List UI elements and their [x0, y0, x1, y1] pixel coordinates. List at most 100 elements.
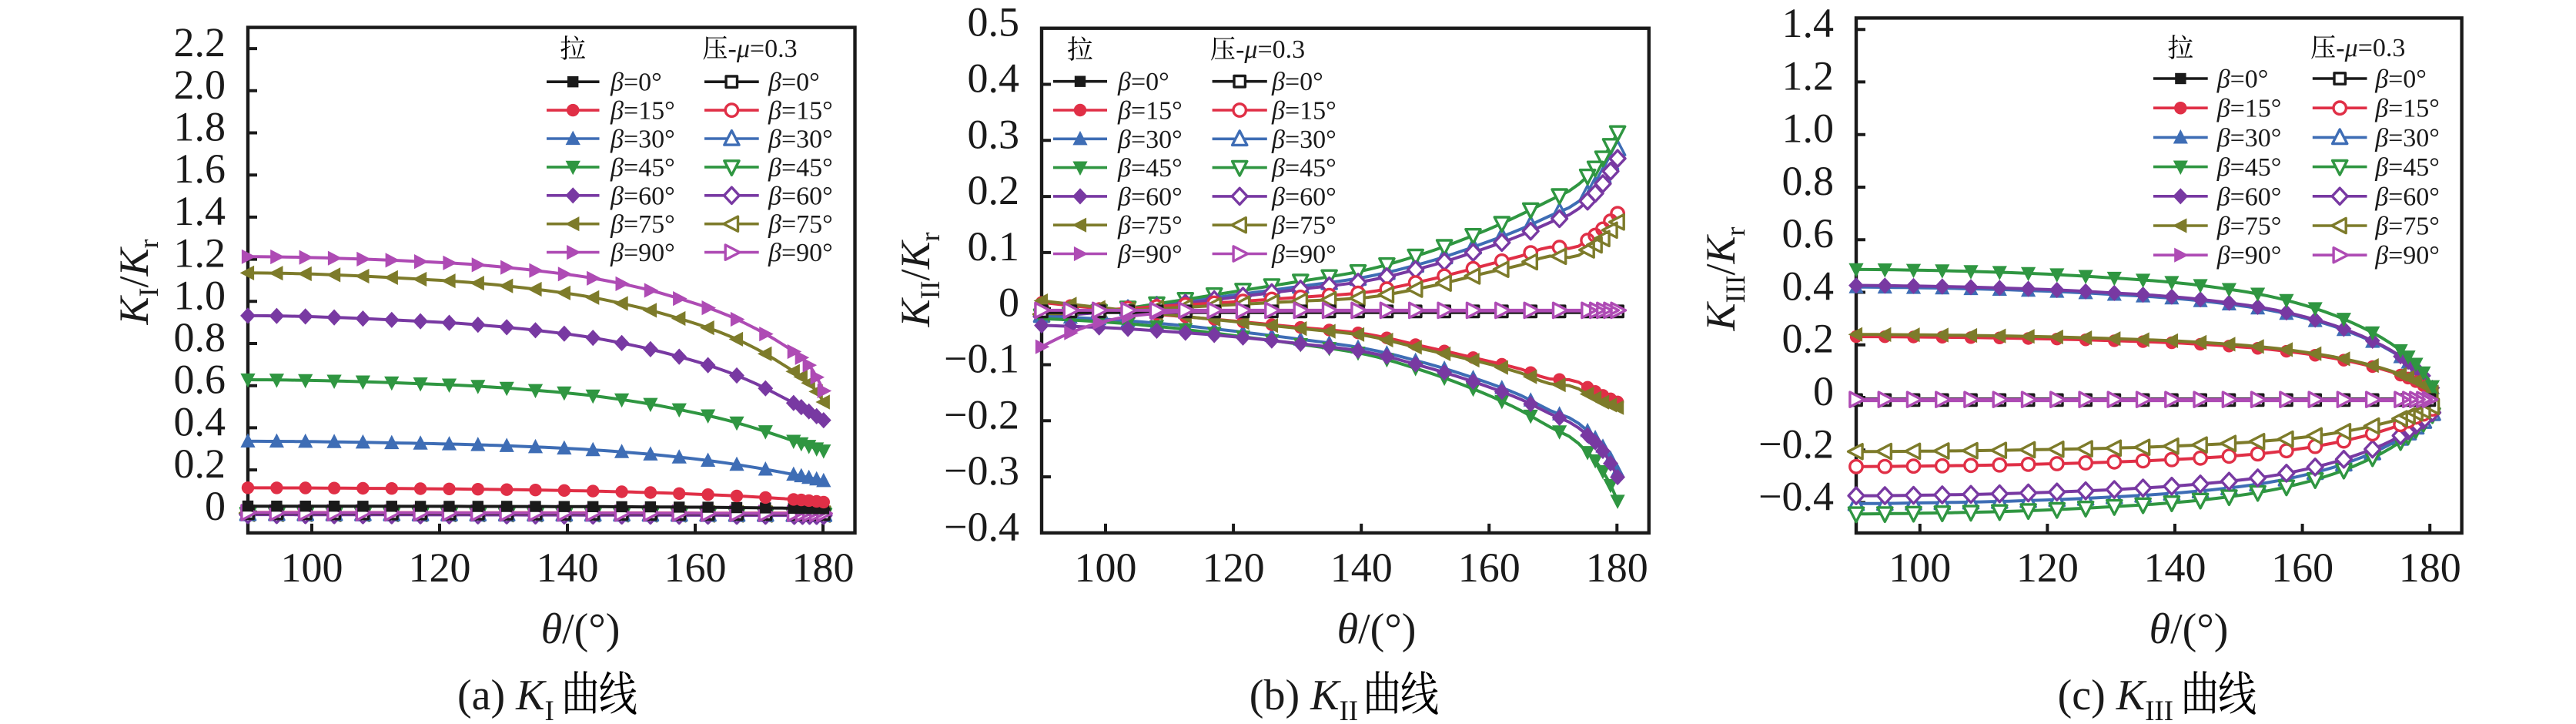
svg-text:0: 0: [1813, 368, 1834, 414]
svg-text:0.5: 0.5: [968, 0, 1020, 45]
svg-text:θ/(°): θ/(°): [1337, 605, 1417, 653]
svg-text:0: 0: [999, 280, 1019, 326]
svg-text:β=15°: β=15°: [2216, 95, 2282, 123]
svg-text:KI/Kr: KI/Kr: [111, 239, 164, 325]
svg-text:0.4: 0.4: [1782, 263, 1835, 310]
svg-text:β=15°: β=15°: [1117, 97, 1183, 126]
svg-text:β=45°: β=45°: [2374, 153, 2440, 182]
svg-text:β=0°: β=0°: [2374, 65, 2427, 94]
svg-text:β=45°: β=45°: [1117, 154, 1183, 183]
svg-text:-μ=0.3: -μ=0.3: [728, 35, 798, 63]
svg-text:β=60°: β=60°: [768, 182, 833, 210]
svg-text:0.2: 0.2: [968, 167, 1020, 213]
svg-text:KIII/Kr: KIII/Kr: [1698, 226, 1751, 331]
svg-text:β=30°: β=30°: [2374, 124, 2440, 153]
svg-text:(a) KI: (a) KI: [457, 672, 554, 724]
svg-text:β=30°: β=30°: [1271, 126, 1337, 154]
svg-text:0.4: 0.4: [968, 55, 1020, 102]
svg-text:−0.4: −0.4: [944, 504, 1019, 550]
svg-text:β=0°: β=0°: [1117, 68, 1169, 96]
svg-text:180: 180: [792, 545, 855, 591]
svg-text:(b) KII: (b) KII: [1250, 672, 1358, 724]
svg-text:θ/(°): θ/(°): [2149, 605, 2229, 653]
svg-text:β=15°: β=15°: [768, 97, 833, 126]
svg-text:0.3: 0.3: [968, 111, 1020, 157]
svg-text:β=15°: β=15°: [610, 97, 675, 126]
svg-text:β=90°: β=90°: [2216, 242, 2282, 270]
svg-text:β=90°: β=90°: [1117, 240, 1183, 269]
svg-text:β=15°: β=15°: [1271, 97, 1337, 126]
svg-text:β=75°: β=75°: [610, 210, 675, 239]
svg-text:1.0: 1.0: [1782, 106, 1835, 152]
svg-text:-μ=0.3: -μ=0.3: [2336, 34, 2405, 62]
svg-text:θ/(°): θ/(°): [541, 605, 621, 653]
svg-text:−0.2: −0.2: [944, 391, 1019, 437]
svg-text:−0.2: −0.2: [1758, 421, 1834, 467]
svg-text:1.0: 1.0: [174, 272, 226, 318]
svg-text:160: 160: [664, 545, 727, 591]
svg-text:β=90°: β=90°: [1271, 240, 1337, 269]
svg-text:140: 140: [1330, 545, 1393, 591]
svg-text:β=60°: β=60°: [1271, 183, 1337, 211]
svg-text:180: 180: [2399, 545, 2461, 591]
svg-text:β=0°: β=0°: [1271, 68, 1323, 96]
svg-text:2.2: 2.2: [174, 19, 226, 65]
svg-text:140: 140: [2144, 545, 2206, 591]
svg-text:β=15°: β=15°: [2374, 95, 2440, 123]
svg-text:100: 100: [281, 545, 343, 591]
svg-text:β=0°: β=0°: [768, 69, 820, 97]
svg-text:β=30°: β=30°: [610, 126, 675, 154]
svg-text:1.4: 1.4: [174, 188, 226, 234]
svg-text:β=60°: β=60°: [1117, 183, 1183, 211]
svg-text:1.8: 1.8: [174, 104, 226, 150]
svg-text:0.8: 0.8: [174, 314, 226, 360]
svg-text:β=30°: β=30°: [2216, 124, 2282, 153]
svg-text:1.2: 1.2: [1782, 52, 1835, 99]
svg-text:β=45°: β=45°: [2216, 153, 2282, 182]
svg-text:β=75°: β=75°: [1117, 212, 1183, 240]
svg-text:−0.4: −0.4: [1758, 474, 1834, 520]
svg-text:KII/Kr: KII/Kr: [892, 232, 945, 327]
svg-text:−0.3: −0.3: [944, 447, 1019, 494]
svg-text:120: 120: [2016, 545, 2079, 591]
svg-text:β=60°: β=60°: [2374, 183, 2440, 211]
svg-text:0.8: 0.8: [1782, 158, 1835, 204]
svg-text:β=45°: β=45°: [1271, 154, 1337, 183]
svg-text:−0.1: −0.1: [944, 336, 1019, 382]
svg-text:100: 100: [1889, 545, 1951, 591]
svg-text:140: 140: [537, 545, 599, 591]
svg-text:β=60°: β=60°: [2216, 183, 2282, 211]
svg-text:180: 180: [1586, 545, 1648, 591]
svg-text:β=90°: β=90°: [2374, 242, 2440, 270]
svg-text:β=75°: β=75°: [1271, 212, 1337, 240]
svg-text:0: 0: [205, 483, 226, 529]
svg-text:β=90°: β=90°: [768, 239, 833, 267]
svg-text:120: 120: [1203, 545, 1265, 591]
svg-text:100: 100: [1075, 545, 1137, 591]
svg-text:0.4: 0.4: [174, 398, 226, 444]
svg-text:1.6: 1.6: [174, 146, 226, 192]
svg-text:β=0°: β=0°: [2216, 65, 2269, 94]
svg-text:β=75°: β=75°: [2374, 213, 2440, 241]
svg-text:0.2: 0.2: [1782, 316, 1835, 362]
svg-text:160: 160: [1458, 545, 1521, 591]
svg-text:2.0: 2.0: [174, 62, 226, 108]
svg-text:0.6: 0.6: [1782, 210, 1835, 256]
svg-text:-μ=0.3: -μ=0.3: [1236, 35, 1305, 64]
svg-text:β=0°: β=0°: [610, 69, 662, 97]
svg-text:β=45°: β=45°: [610, 153, 675, 182]
svg-text:β=75°: β=75°: [2216, 213, 2282, 241]
svg-text:1.2: 1.2: [174, 230, 226, 277]
svg-text:0.1: 0.1: [968, 223, 1020, 270]
svg-text:1.4: 1.4: [1782, 0, 1835, 46]
svg-text:0.6: 0.6: [174, 357, 226, 403]
svg-text:β=45°: β=45°: [768, 153, 833, 182]
svg-text:β=30°: β=30°: [1117, 126, 1183, 154]
svg-text:0.2: 0.2: [174, 441, 226, 487]
svg-text:120: 120: [409, 545, 471, 591]
svg-text:160: 160: [2271, 545, 2333, 591]
svg-text:β=60°: β=60°: [610, 182, 675, 210]
svg-text:β=30°: β=30°: [768, 126, 833, 154]
svg-text:β=75°: β=75°: [768, 210, 833, 239]
svg-text:β=90°: β=90°: [610, 239, 675, 267]
